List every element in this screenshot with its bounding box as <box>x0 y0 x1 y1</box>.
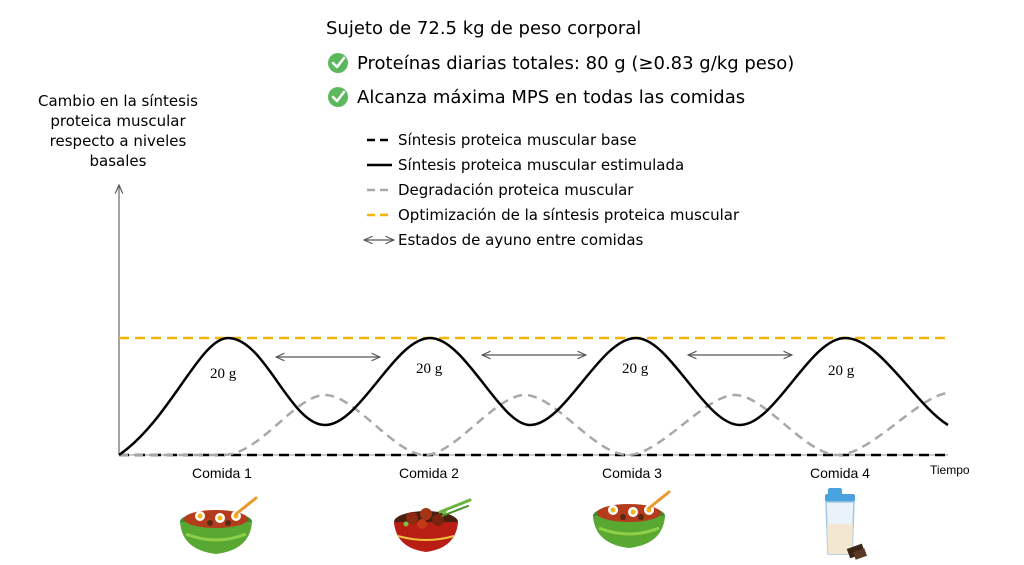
subject-title: Sujeto de 72.5 kg de peso corporal <box>326 18 641 39</box>
meal-label-3: Comida 3 <box>602 465 662 481</box>
check-text-protein: Proteínas diarias totales: 80 g (≥0.83 g… <box>357 53 794 74</box>
y-axis-label: Cambio en la síntesis proteica muscular … <box>38 92 198 170</box>
meal-label-2: Comida 2 <box>399 465 459 481</box>
svg-text:Optimización de la síntesis pr: Optimización de la síntesis proteica mus… <box>398 206 740 224</box>
svg-text:Estados de ayuno entre comidas: Estados de ayuno entre comidas <box>398 231 644 249</box>
check-icon <box>328 87 348 107</box>
svg-text:Cambio en la síntesis: Cambio en la síntesis <box>38 92 198 110</box>
legend: Síntesis proteica muscular base Síntesis… <box>364 131 740 249</box>
dose-label-1: 20 g <box>210 366 237 382</box>
legend-item-base: Síntesis proteica muscular base <box>367 131 637 149</box>
dose-label-2: 20 g <box>416 361 443 377</box>
svg-text:Degradación proteica muscular: Degradación proteica muscular <box>398 181 634 199</box>
meat-bowl-icon <box>394 498 472 552</box>
check-icon <box>328 53 348 73</box>
check-text-mps: Alcanza máxima MPS en todas las comidas <box>357 87 745 108</box>
stimulated-mps-curve <box>118 336 949 457</box>
legend-item-degradation: Degradación proteica muscular <box>367 181 634 199</box>
salad-bowl-icon <box>593 490 671 548</box>
legend-item-optimization: Optimización de la síntesis proteica mus… <box>367 206 740 224</box>
degradation-curve <box>119 391 949 457</box>
svg-text:respecto a niveles: respecto a niveles <box>50 132 187 150</box>
legend-item-fasting: Estados de ayuno entre comidas <box>364 231 644 249</box>
check-item-1: Proteínas diarias totales: 80 g (≥0.83 g… <box>328 53 794 74</box>
meal-label-1: Comida 1 <box>192 465 252 481</box>
svg-text:Síntesis proteica muscular bas: Síntesis proteica muscular base <box>398 131 637 149</box>
svg-text:Síntesis proteica muscular est: Síntesis proteica muscular estimulada <box>398 156 684 174</box>
check-item-2: Alcanza máxima MPS en todas las comidas <box>328 87 745 108</box>
legend-item-stimulated: Síntesis proteica muscular estimulada <box>367 156 684 174</box>
svg-text:basales: basales <box>90 152 147 170</box>
svg-text:proteica muscular: proteica muscular <box>50 112 186 130</box>
x-axis-label: Tiempo <box>930 463 970 477</box>
dose-label-4: 20 g <box>828 363 855 379</box>
protein-shake-icon <box>825 488 868 560</box>
meal-label-4: Comida 4 <box>810 465 870 481</box>
salad-bowl-icon <box>180 496 258 554</box>
dose-label-3: 20 g <box>622 361 649 377</box>
